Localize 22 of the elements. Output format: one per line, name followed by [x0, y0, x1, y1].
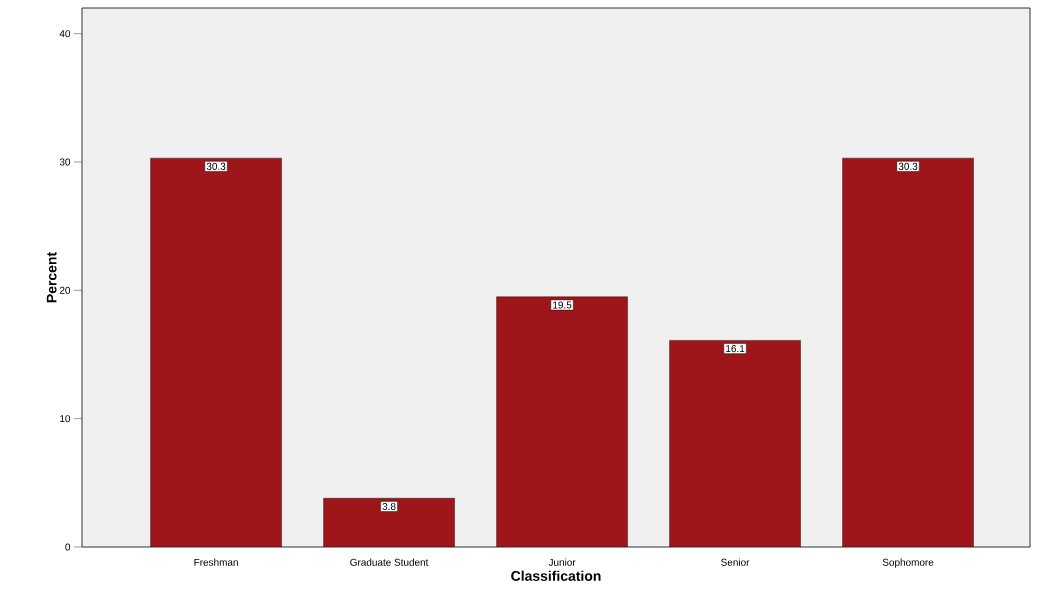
y-tick-label: 0 — [65, 543, 71, 551]
data-label: 30.3 — [898, 162, 918, 170]
data-label: 16.1 — [726, 345, 745, 353]
y-tick-label: 20 — [59, 286, 71, 294]
x-tick-label: Senior — [721, 558, 750, 566]
x-tick-label: Sophomore — [882, 558, 934, 568]
bar — [496, 296, 628, 547]
y-tick-label: 10 — [60, 415, 71, 423]
bar — [669, 340, 801, 547]
x-axis-title: Classification — [511, 570, 601, 581]
y-axis-title: Percent — [46, 252, 57, 303]
bar — [323, 498, 455, 547]
x-tick-label: Graduate Student — [350, 558, 429, 566]
data-label: 30.3 — [206, 162, 226, 170]
bar — [150, 157, 282, 547]
data-label: 3.8 — [382, 502, 396, 510]
bar — [842, 157, 974, 547]
y-tick-label: 40 — [59, 30, 71, 38]
data-label: 19.5 — [553, 301, 572, 309]
x-tick-label: Junior — [548, 558, 576, 566]
x-tick-label: Freshman — [194, 558, 238, 566]
y-tick-label: 30 — [59, 158, 71, 166]
